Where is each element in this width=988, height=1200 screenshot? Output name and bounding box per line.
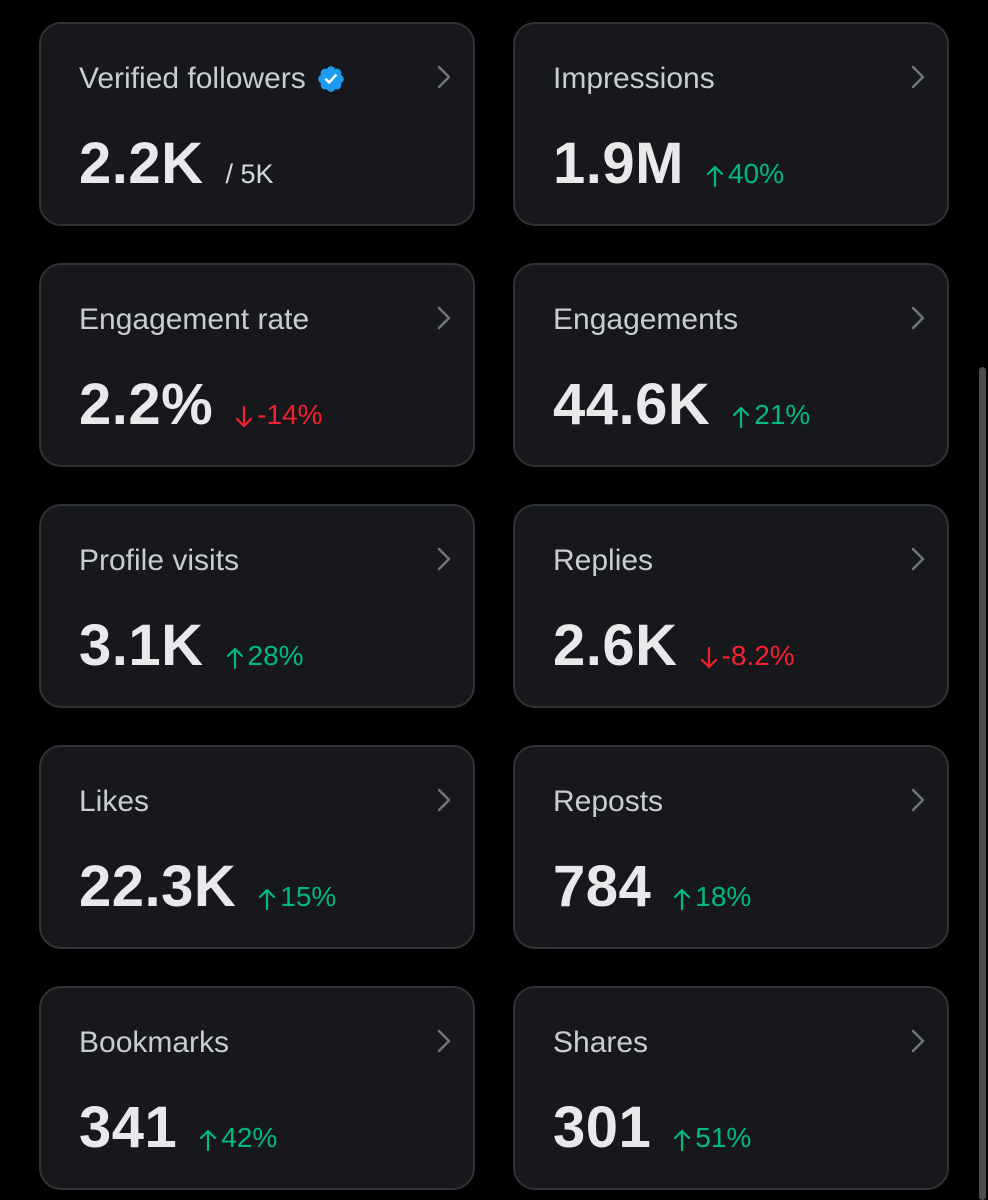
metric-value-row: 3.1K 28% (79, 612, 304, 679)
metric-label: Likes (79, 785, 150, 818)
arrow-up-icon (674, 1129, 691, 1152)
metric-change-value: 40% (727, 158, 784, 189)
chevron-right-icon (911, 1029, 925, 1053)
metric-card-reposts[interactable]: Reposts 784 18% (513, 745, 949, 949)
metric-value: 44.6K (553, 372, 711, 437)
chevron-right-icon (437, 306, 451, 330)
metric-value-row: 301 51% (553, 1094, 751, 1161)
metric-value: 22.3K (79, 854, 237, 919)
metrics-grid: Verified followers 2.2K / 5K Impressions (39, 22, 949, 1190)
metric-title: Replies (553, 544, 653, 578)
metric-change-value: -14% (257, 399, 323, 430)
metric-title: Impressions (553, 62, 715, 96)
metric-change-value: 51% (695, 1122, 752, 1153)
metric-value: 301 (553, 1095, 652, 1160)
metric-card-impressions[interactable]: Impressions 1.9M 40% (513, 22, 949, 226)
metric-change: 28% (226, 640, 304, 672)
metric-change: 18% (673, 881, 751, 913)
metric-change-value: 18% (695, 881, 752, 912)
metric-value: 2.6K (553, 613, 678, 678)
chevron-right-icon (911, 306, 925, 330)
metric-change: 15% (258, 881, 336, 913)
chevron-right-icon (911, 65, 925, 89)
metric-value: 1.9M (553, 131, 684, 196)
arrow-up-icon (706, 165, 724, 188)
verified-badge-icon (316, 64, 346, 94)
metric-change-value: -8.2% (721, 640, 795, 671)
metric-value: 2.2% (79, 372, 214, 437)
arrow-up-icon (259, 888, 276, 911)
metric-change: 21% (732, 399, 810, 431)
chevron-right-icon (437, 788, 451, 812)
arrow-up-icon (674, 888, 691, 911)
metric-label: Shares (553, 1026, 649, 1059)
metric-card-verified-followers[interactable]: Verified followers 2.2K / 5K (39, 22, 475, 226)
arrow-up-icon (733, 406, 750, 429)
chevron-right-icon (437, 1029, 451, 1053)
metric-card-profile-visits[interactable]: Profile visits 3.1K 28% (39, 504, 475, 708)
metric-card-engagements[interactable]: Engagements 44.6K 21% (513, 263, 949, 467)
metric-change-value: 28% (247, 640, 304, 671)
metric-value: 341 (79, 1095, 178, 1160)
arrow-up-icon (200, 1129, 217, 1152)
metric-title: Reposts (553, 785, 663, 819)
metric-value-row: 341 42% (79, 1094, 277, 1161)
metric-value-row: 22.3K 15% (79, 853, 336, 920)
metric-card-bookmarks[interactable]: Bookmarks 341 42% (39, 986, 475, 1190)
scrollbar-thumb[interactable] (979, 367, 986, 1200)
metric-change: 51% (673, 1122, 751, 1154)
metric-label: Verified followers (79, 62, 306, 95)
metric-value-row: 2.2% -14% (79, 371, 323, 438)
metric-label: Impressions (553, 62, 715, 95)
metric-card-likes[interactable]: Likes 22.3K 15% (39, 745, 475, 949)
metric-card-engagement-rate[interactable]: Engagement rate 2.2% -14% (39, 263, 475, 467)
arrow-down-icon (236, 405, 253, 428)
metric-label: Profile visits (79, 544, 240, 577)
metric-value-row: 784 18% (553, 853, 751, 920)
metric-change-value: 15% (280, 881, 337, 912)
metric-label: Reposts (553, 785, 664, 818)
metric-change: 42% (199, 1122, 277, 1154)
metric-title: Engagement rate (79, 303, 309, 337)
arrow-up-icon (226, 647, 243, 670)
metric-limit: / 5K (225, 159, 274, 189)
metric-title: Engagements (553, 303, 738, 337)
metric-change: 40% (706, 158, 784, 190)
metric-title: Shares (553, 1026, 648, 1060)
metric-title: Likes (79, 785, 149, 819)
metric-label: Replies (553, 544, 654, 577)
metric-value-row: 44.6K 21% (553, 371, 810, 438)
metric-value: 3.1K (79, 613, 204, 678)
metric-change-value: 42% (221, 1122, 278, 1153)
metric-value-row: 1.9M 40% (553, 130, 784, 197)
chevron-right-icon (437, 547, 451, 571)
metric-change: -8.2% (700, 640, 795, 672)
metric-card-replies[interactable]: Replies 2.6K -8.2% (513, 504, 949, 708)
metric-change-value: 21% (754, 399, 811, 430)
metric-title: Bookmarks (79, 1026, 229, 1060)
chevron-right-icon (911, 788, 925, 812)
metric-value-row: 2.2K / 5K (79, 130, 274, 197)
metric-label: Engagement rate (79, 303, 310, 336)
metric-title: Profile visits (79, 544, 239, 578)
metric-card-shares[interactable]: Shares 301 51% (513, 986, 949, 1190)
metric-value: 784 (553, 854, 652, 919)
metric-value: 2.2K (79, 131, 204, 196)
chevron-right-icon (911, 547, 925, 571)
arrow-down-icon (700, 646, 717, 669)
metric-value-row: 2.6K -8.2% (553, 612, 795, 679)
metric-title: Verified followers (79, 62, 346, 96)
metric-change: -14% (235, 399, 323, 431)
chevron-right-icon (437, 65, 451, 89)
metric-label: Engagements (553, 303, 739, 336)
metric-label: Bookmarks (79, 1026, 230, 1059)
